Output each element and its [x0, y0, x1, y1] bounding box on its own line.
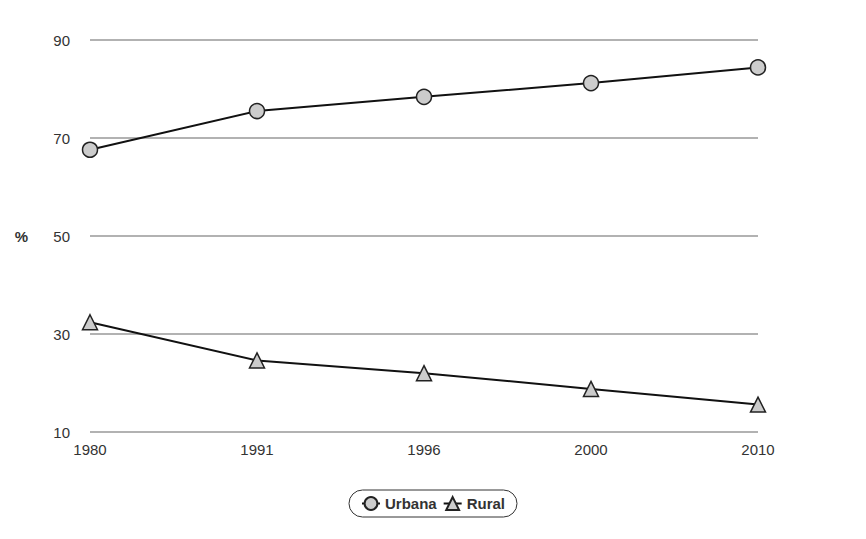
svg-text:Urbana: Urbana	[385, 495, 437, 512]
svg-text:70: 70	[53, 130, 70, 147]
svg-text:1991: 1991	[240, 441, 273, 458]
svg-text:50: 50	[53, 228, 70, 245]
svg-text:30: 30	[53, 326, 70, 343]
svg-text:Rural: Rural	[467, 495, 505, 512]
svg-text:2000: 2000	[574, 441, 607, 458]
svg-text:1980: 1980	[73, 441, 106, 458]
svg-text:1996: 1996	[407, 441, 440, 458]
svg-text:%: %	[15, 228, 28, 245]
svg-text:90: 90	[53, 32, 70, 49]
svg-text:10: 10	[53, 424, 70, 441]
svg-text:2010: 2010	[741, 441, 774, 458]
